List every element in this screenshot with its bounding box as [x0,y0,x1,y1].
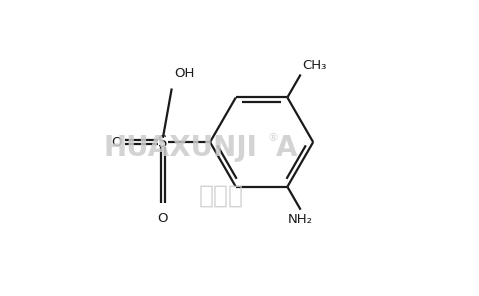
Text: A: A [276,134,298,162]
Text: O: O [158,212,168,225]
Text: CH₃: CH₃ [302,59,327,72]
Text: O: O [111,136,122,149]
Text: ®: ® [267,133,278,143]
Text: NH₂: NH₂ [288,213,313,226]
Text: S: S [158,135,168,149]
Text: HUAXUNJI: HUAXUNJI [104,134,258,162]
Text: OH: OH [174,67,194,80]
Text: 化学加: 化学加 [198,183,243,207]
